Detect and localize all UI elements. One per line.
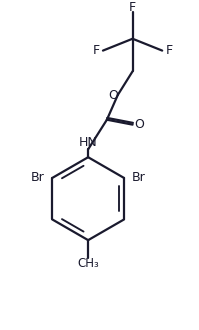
Text: F: F <box>129 1 136 14</box>
Text: O: O <box>135 118 144 131</box>
Text: Br: Br <box>132 172 146 184</box>
Text: F: F <box>166 44 173 57</box>
Text: CH₃: CH₃ <box>77 257 99 270</box>
Text: F: F <box>93 44 100 57</box>
Text: HN: HN <box>79 136 98 149</box>
Text: Br: Br <box>31 172 44 184</box>
Text: O: O <box>108 88 118 102</box>
